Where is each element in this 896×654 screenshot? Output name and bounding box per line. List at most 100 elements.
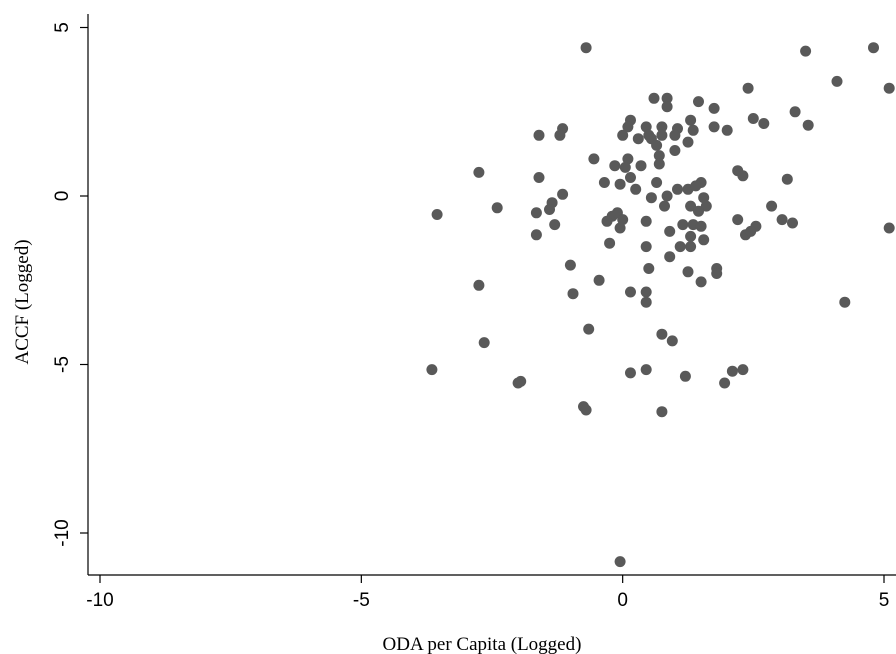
data-point — [883, 222, 895, 234]
data-point — [530, 207, 542, 219]
data-point — [656, 406, 668, 418]
data-point — [645, 192, 657, 204]
data-point — [659, 200, 670, 212]
data-point — [732, 214, 744, 226]
data-point — [491, 202, 503, 214]
data-point — [674, 241, 686, 253]
data-point — [679, 370, 691, 382]
data-point — [580, 404, 592, 416]
data-point — [708, 102, 720, 114]
data-point — [698, 234, 710, 246]
data-point — [672, 183, 683, 195]
data-point — [604, 237, 616, 249]
data-point — [708, 121, 720, 133]
data-point — [564, 259, 576, 271]
data-point — [745, 225, 757, 237]
data-point — [625, 286, 636, 298]
data-point — [601, 215, 613, 227]
data-point — [766, 200, 778, 212]
data-point — [580, 42, 592, 54]
data-point — [643, 263, 655, 274]
data-point — [473, 166, 485, 178]
data-points — [426, 42, 895, 568]
data-point — [737, 364, 749, 376]
data-point — [653, 150, 665, 162]
data-point — [630, 183, 642, 195]
data-point — [533, 129, 545, 141]
data-point — [669, 145, 681, 156]
data-point — [669, 129, 681, 141]
data-point — [664, 251, 676, 263]
data-point — [883, 82, 895, 94]
data-point — [588, 153, 600, 165]
data-point — [693, 205, 704, 217]
data-point — [598, 177, 610, 188]
data-point — [687, 124, 699, 136]
data-point — [802, 119, 814, 131]
data-point — [695, 276, 707, 288]
data-point — [685, 230, 697, 242]
data-point — [776, 214, 788, 226]
data-point — [677, 219, 689, 231]
data-point — [640, 364, 652, 376]
data-point — [557, 188, 569, 200]
data-point — [431, 209, 443, 220]
data-point — [625, 367, 636, 379]
data-point — [583, 323, 595, 335]
data-point — [839, 296, 851, 308]
data-point — [666, 335, 678, 347]
data-point — [426, 364, 438, 376]
data-point — [661, 190, 673, 202]
data-point — [682, 136, 694, 148]
data-point — [737, 170, 749, 182]
y-tick-label: 5 — [52, 22, 73, 33]
data-point — [625, 172, 636, 183]
data-point — [700, 200, 712, 212]
data-point — [533, 172, 545, 183]
data-point — [789, 106, 801, 118]
x-tick-label: -10 — [86, 590, 113, 611]
data-point — [742, 82, 754, 94]
data-point — [640, 241, 652, 253]
data-point — [617, 129, 629, 141]
data-point — [515, 375, 527, 387]
data-point — [695, 220, 707, 232]
data-point — [661, 101, 673, 113]
data-point — [787, 217, 798, 229]
data-point — [567, 288, 579, 300]
data-point — [685, 114, 697, 126]
x-tick-label: 5 — [879, 590, 890, 611]
data-point — [614, 178, 626, 190]
data-point — [682, 266, 694, 278]
data-point — [656, 121, 668, 133]
data-point — [614, 222, 626, 234]
data-point — [868, 42, 879, 54]
y-tick-label: 0 — [52, 191, 73, 202]
data-point — [719, 377, 731, 389]
axes — [87, 14, 896, 576]
y-tick-label: -5 — [52, 356, 73, 373]
y-ticks: 5 0 -5 -10 — [52, 22, 88, 547]
data-point — [747, 113, 759, 124]
data-point — [614, 556, 626, 568]
data-point — [632, 133, 644, 145]
data-point — [685, 241, 697, 253]
data-point — [593, 274, 605, 286]
data-point — [648, 92, 660, 104]
data-point — [640, 286, 652, 298]
data-point — [617, 214, 629, 226]
data-point — [685, 200, 697, 212]
x-axis-title: ODA per Capita (Logged) — [383, 634, 582, 654]
data-point — [549, 219, 561, 231]
x-tick-label: -5 — [353, 590, 370, 611]
data-point — [473, 279, 485, 291]
y-axis-title: ACCF (Logged) — [12, 239, 33, 364]
data-point — [800, 45, 812, 57]
x-tick-label: 0 — [617, 590, 628, 611]
data-point — [721, 124, 733, 136]
data-point — [653, 158, 665, 170]
data-point — [640, 296, 652, 308]
y-tick-label: -10 — [52, 519, 73, 546]
data-point — [726, 365, 738, 377]
